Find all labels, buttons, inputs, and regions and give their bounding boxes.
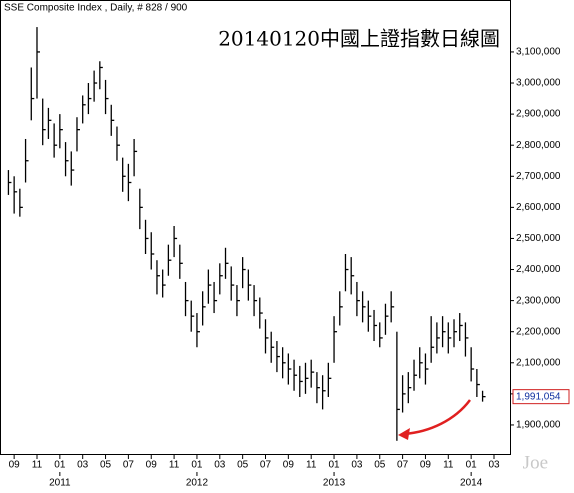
x-tick-label: 09 [283,460,295,471]
year-label: 2012 [186,478,209,489]
arrow-line [403,399,471,436]
x-tick-label: 01 [466,460,478,471]
y-tick-label: 2,500,000 [516,233,561,244]
arrow-head [398,428,410,440]
year-label: 2011 [49,478,71,489]
price-label-box [512,389,570,405]
x-tick-label: 07 [397,460,409,471]
watermark: Joe [523,452,548,473]
x-tick-label: 01 [328,460,340,471]
x-tick-label: 01 [54,460,66,471]
x-tick-label: 03 [77,460,89,471]
year-label: 2014 [460,478,483,489]
y-tick-label: 2,700,000 [516,171,561,182]
y-tick-label: 2,200,000 [516,326,561,337]
x-tick-label: 03 [351,460,363,471]
y-tick-label: 2,900,000 [516,109,561,120]
x-tick-label: 11 [169,460,180,471]
x-tick-label: 05 [374,460,386,471]
annotation-arrow [398,399,471,440]
x-tick-label: 01 [191,460,203,471]
x-tick-label: 05 [100,460,112,471]
chart-title: 20140120中國上證指數日線圖 [218,27,500,51]
x-tick-label: 07 [123,460,135,471]
x-tick-label: 03 [214,460,226,471]
y-tick-label: 3,100,000 [516,47,561,58]
year-label: 2013 [323,478,346,489]
x-tick-label: 03 [488,460,500,471]
x-tick-label: 11 [443,460,454,471]
chart-header: SSE Composite Index , Daily, # 828 / 900 [4,3,188,14]
y-tick-label: 2,300,000 [516,295,561,306]
x-tick-label: 11 [306,460,317,471]
y-tick-label: 2,600,000 [516,202,561,213]
x-tick-label: 07 [260,460,272,471]
x-tick-label: 05 [237,460,249,471]
y-tick-label: 2,800,000 [516,140,561,151]
plot-frame [0,0,511,455]
price-label: 1,991,054 [516,391,561,402]
x-tick-label: 09 [146,460,158,471]
y-tick-label: 3,000,000 [516,78,561,89]
x-tick-label: 09 [9,460,21,471]
y-tick-label: 2,100,000 [516,357,561,368]
y-tick-label: 1,900,000 [516,420,561,431]
x-tick-label: 11 [32,460,43,471]
y-tick-label: 2,400,000 [516,264,561,275]
x-tick-label: 09 [420,460,432,471]
